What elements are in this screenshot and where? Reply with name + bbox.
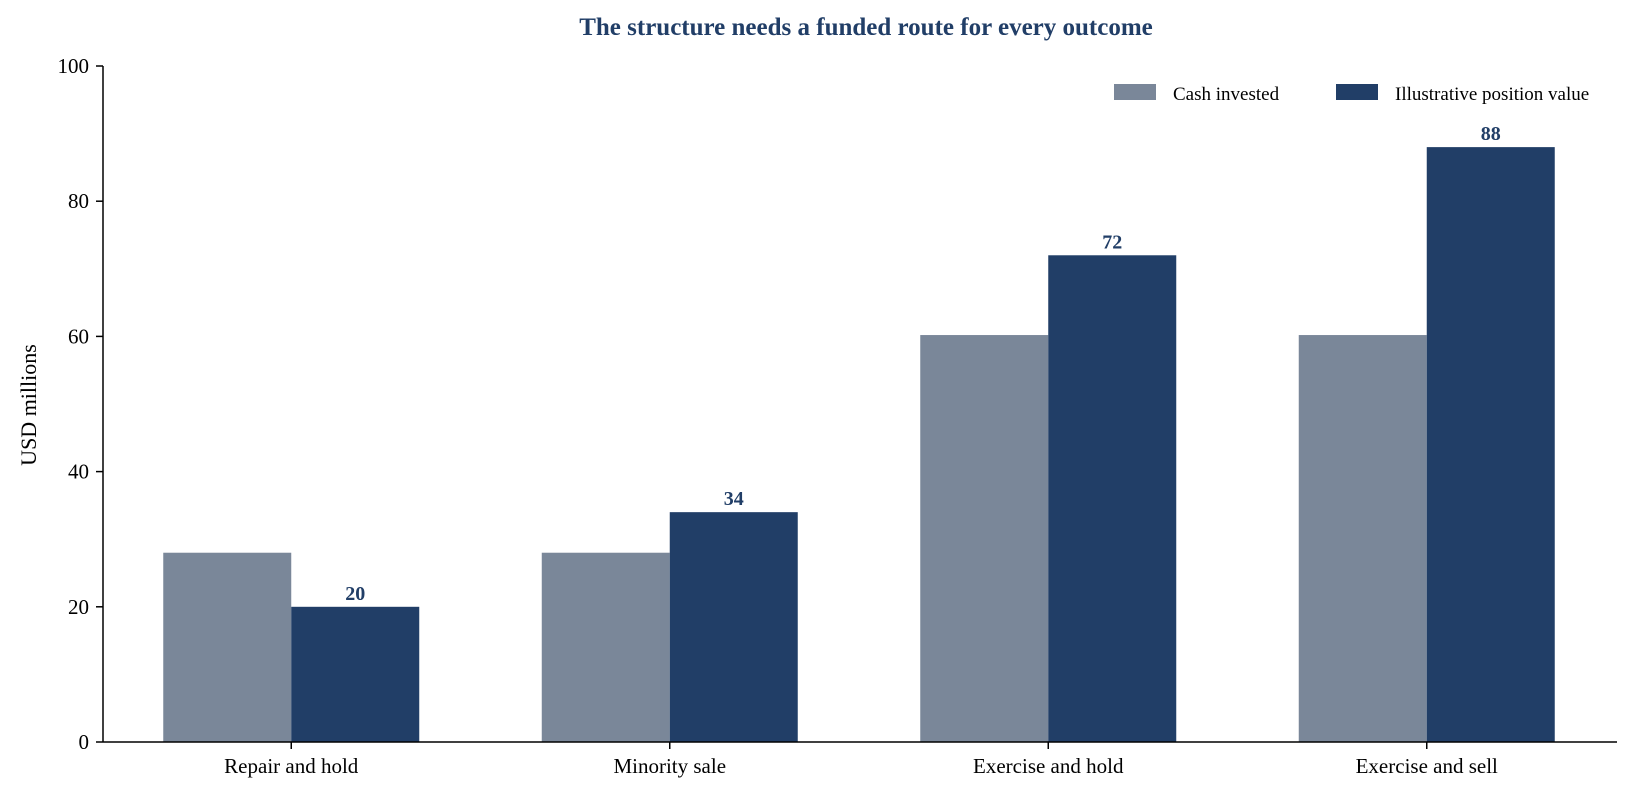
legend-swatch-illustrative-position-value: [1336, 84, 1378, 100]
data-label: 34: [724, 488, 744, 510]
data-label: 20: [345, 583, 365, 605]
y-tick-label: 80: [68, 189, 89, 213]
legend-label-cash-invested: Cash invested: [1173, 84, 1280, 105]
y-axis-label: USD millions: [16, 344, 41, 466]
chart-title: The structure needs a funded route for e…: [579, 14, 1153, 41]
bar-cash-invested-minority-sale: [541, 552, 670, 742]
data-label: 72: [1102, 231, 1122, 253]
bar-illustrative-position-value-minority-sale: [669, 512, 798, 742]
y-axis-ticks: 0 20 40 60 80 100: [58, 54, 103, 754]
x-axis-ticks: Repair and hold Minority sale Exercise and…: [224, 742, 1498, 778]
bar-cash-invested-exercise-and-sell: [1298, 335, 1427, 742]
y-tick-label: 60: [68, 324, 89, 348]
legend-label-illustrative-position-value: Illustrative position value: [1395, 84, 1589, 105]
y-tick-label: 40: [68, 460, 89, 484]
bar-illustrative-position-value-exercise-and-sell: [1426, 147, 1555, 742]
y-tick-label: 20: [68, 595, 89, 619]
data-labels-group: 20 34 72 88: [345, 123, 1501, 605]
y-tick-label: 100: [58, 54, 90, 78]
y-tick-label: 0: [79, 730, 90, 754]
x-tick-label: Repair and hold: [224, 754, 359, 778]
bars-group: [163, 147, 1555, 742]
legend: Cash invested Illustrative position valu…: [1114, 84, 1589, 105]
bar-cash-invested-repair-and-hold: [163, 552, 292, 742]
x-tick-label: Minority sale: [613, 754, 726, 778]
bar-illustrative-position-value-repair-and-hold: [291, 606, 420, 742]
data-label: 88: [1481, 123, 1501, 145]
bar-illustrative-position-value-exercise-and-hold: [1048, 255, 1177, 742]
bar-cash-invested-exercise-and-hold: [920, 335, 1049, 742]
x-tick-label: Exercise and hold: [973, 754, 1124, 778]
legend-swatch-cash-invested: [1114, 84, 1156, 100]
x-tick-label: Exercise and sell: [1356, 754, 1498, 778]
